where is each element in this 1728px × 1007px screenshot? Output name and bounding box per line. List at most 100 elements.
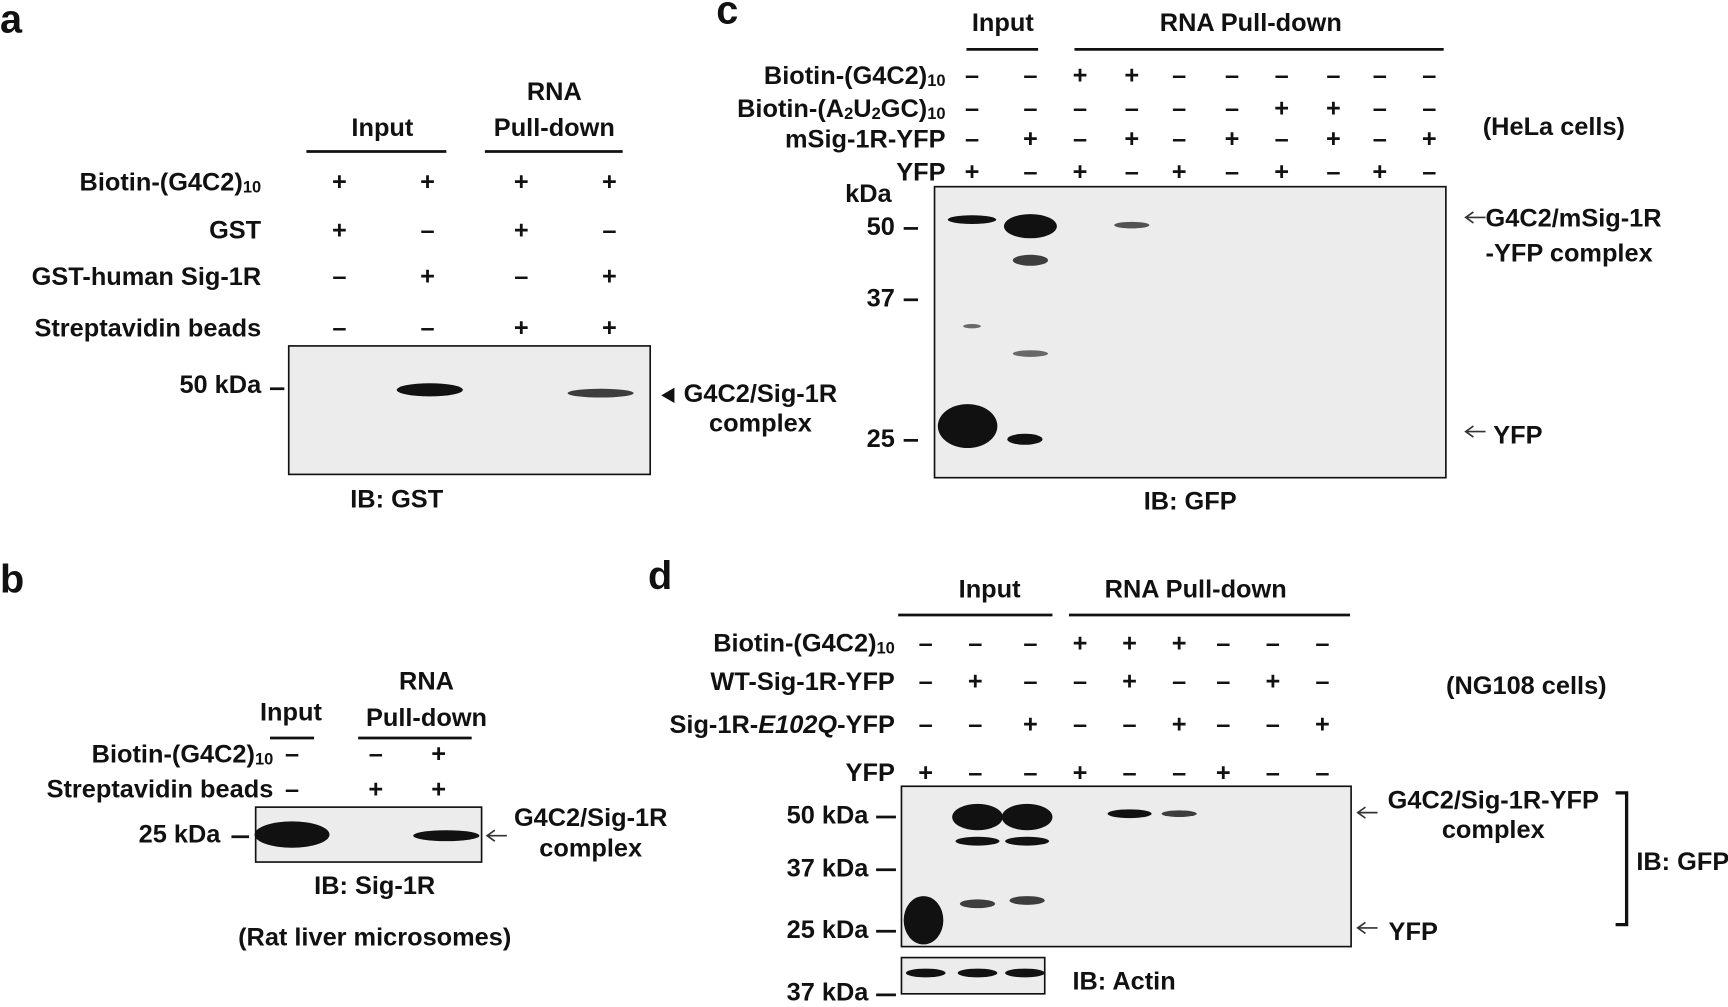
label-part: mSig-1R-YFP (785, 125, 946, 153)
label-part: -YFP (837, 711, 895, 739)
band (1012, 254, 1049, 266)
sign: + (1172, 629, 1187, 657)
group-label: Input (351, 114, 413, 142)
label-part: WT-Sig-1R-YFP (710, 668, 895, 696)
sign: – (285, 740, 299, 768)
sign: + (1422, 125, 1437, 153)
row-label: Biotin-(G4C2)10 (80, 168, 262, 196)
sign: + (332, 168, 347, 196)
bracket (1615, 791, 1629, 927)
sign: – (1225, 62, 1239, 90)
band (1003, 214, 1057, 239)
marker-label: 50 (867, 213, 895, 241)
row-label: WT-Sig-1R-YFP (710, 668, 895, 696)
sign: + (1216, 759, 1231, 787)
arrow-head (1464, 425, 1474, 438)
sign: – (968, 759, 982, 787)
sign: – (1373, 125, 1387, 153)
sign: – (1315, 668, 1329, 696)
arrow-head (1356, 806, 1366, 819)
sign: – (1216, 711, 1230, 739)
label-part: Biotin-(G4C2) (764, 62, 927, 90)
sign: – (1023, 668, 1037, 696)
band (1007, 433, 1043, 445)
band (1009, 896, 1045, 905)
annotation: complex (539, 835, 642, 863)
band (959, 899, 996, 909)
sign: + (1265, 668, 1280, 696)
sign: – (1172, 62, 1186, 90)
cells-label: (NG108 cells) (1446, 672, 1607, 700)
label-part: 10 (255, 751, 273, 769)
sign: – (1225, 95, 1239, 123)
group-label: RNA (399, 668, 454, 696)
annotation: complex (709, 410, 812, 438)
band (963, 323, 981, 329)
unit-label: kDa (845, 180, 892, 208)
label-part: 2 (844, 105, 853, 123)
sign: – (968, 629, 982, 657)
sign: – (1216, 668, 1230, 696)
blot-label: IB: Sig-1R (314, 872, 435, 900)
sign: – (369, 740, 383, 768)
band (947, 215, 997, 225)
marker-label: 37 (867, 285, 895, 313)
sign: – (965, 125, 979, 153)
sign: – (1373, 95, 1387, 123)
row-label: GST-human Sig-1R (32, 263, 261, 291)
band (905, 968, 946, 978)
sign: – (965, 95, 979, 123)
sign: – (1326, 158, 1340, 186)
sign: – (421, 314, 435, 342)
row-label: Streptavidin beads (34, 314, 261, 342)
sign: – (1073, 95, 1087, 123)
annotation: G4C2/Sig-1R (514, 804, 668, 832)
sign: – (1275, 125, 1289, 153)
label-part: 10 (927, 105, 945, 123)
panel-label: d (648, 554, 672, 598)
label-part: GST (209, 216, 262, 244)
panel-label: a (0, 0, 23, 41)
arrow-head (485, 829, 496, 842)
label-part: Biotin-(A (737, 95, 844, 123)
label-part: GST-human Sig-1R (32, 263, 261, 291)
label-part: Biotin-(G4C2) (92, 740, 255, 768)
sign: + (332, 216, 347, 244)
sign: – (1073, 711, 1087, 739)
sign: – (1172, 759, 1186, 787)
sign: + (602, 314, 617, 342)
band (1107, 809, 1152, 819)
sign: + (1124, 125, 1139, 153)
band (254, 821, 330, 848)
group-label: Input (972, 9, 1034, 37)
band (1012, 350, 1049, 357)
blot (933, 185, 1447, 479)
sign: – (1172, 668, 1186, 696)
sign: – (1172, 95, 1186, 123)
blot-label: IB: GFP (1636, 848, 1728, 876)
sign: + (602, 168, 617, 196)
row-label: Sig-1R-E102Q-YFP (670, 711, 895, 739)
arrow-head (1464, 211, 1474, 224)
sign: – (1023, 95, 1037, 123)
group-label: Input (959, 576, 1021, 604)
row-label: YFP (846, 759, 895, 787)
sign: – (285, 775, 299, 803)
sign: – (1073, 668, 1087, 696)
label-part: E102Q (758, 711, 837, 739)
sign: + (1326, 95, 1341, 123)
sign: + (1225, 125, 1240, 153)
sign: + (602, 263, 617, 291)
sign: – (1266, 759, 1280, 787)
band (957, 968, 998, 978)
sign: – (1225, 158, 1239, 186)
sign: + (1122, 668, 1137, 696)
sign: + (1274, 95, 1289, 123)
sign: – (514, 263, 528, 291)
panel-label: c (716, 0, 738, 33)
sign: – (602, 216, 616, 244)
marker-label: 37 kDa (787, 979, 870, 1007)
sign: – (1422, 95, 1436, 123)
label-part: GC) (881, 95, 927, 123)
